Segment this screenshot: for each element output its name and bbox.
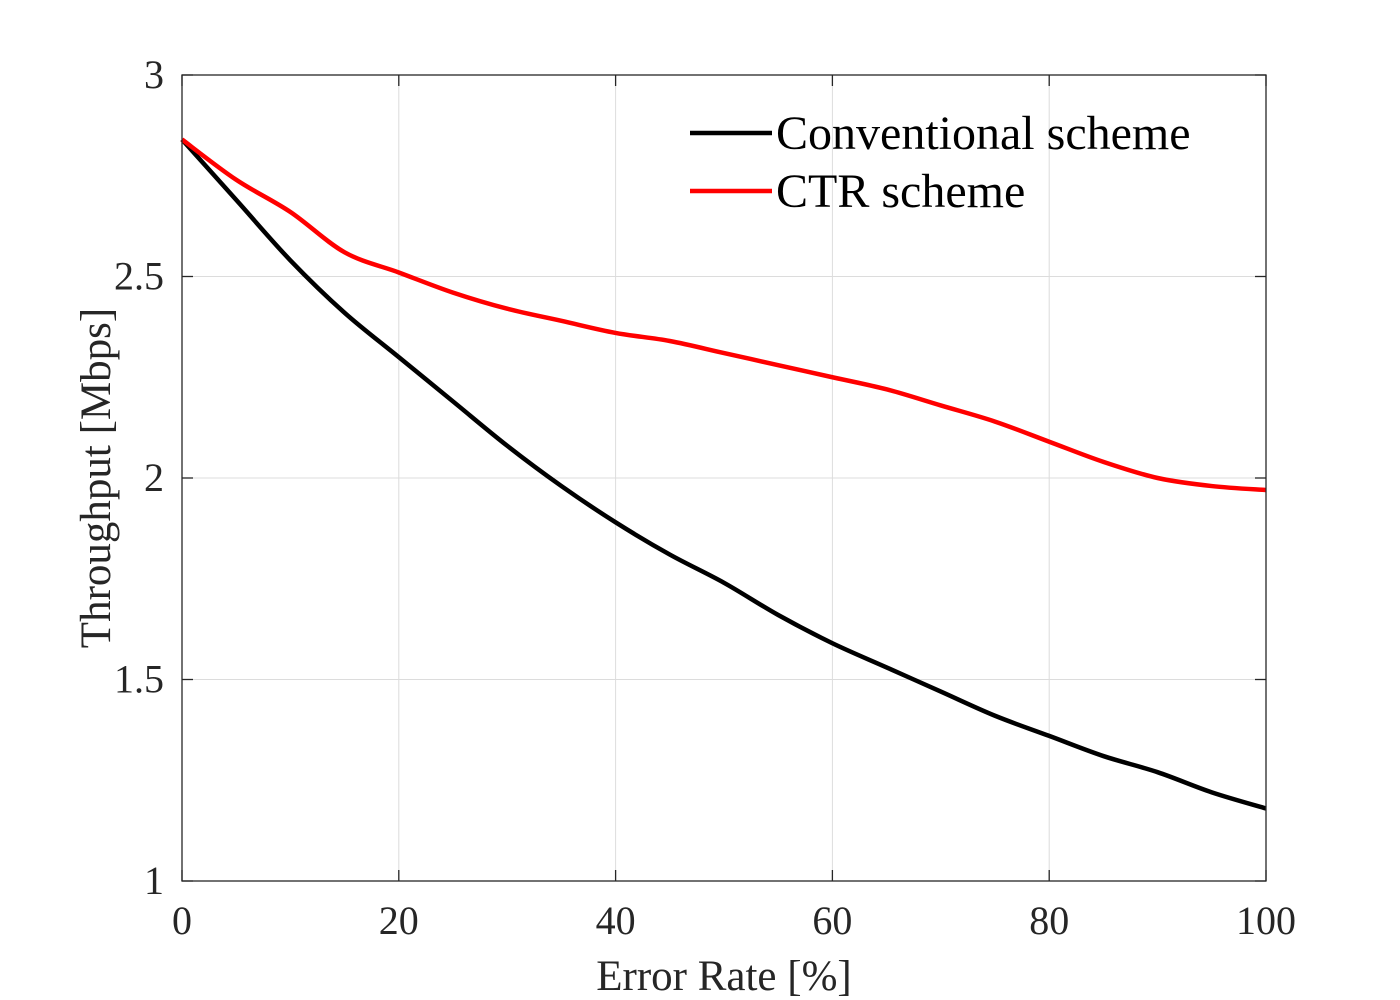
ctr-scheme-line bbox=[180, 137, 1267, 493]
series-layer bbox=[180, 137, 1267, 811]
x-tick-labels: 0 20 40 60 80 100 bbox=[172, 898, 1296, 943]
x-tick-label: 40 bbox=[596, 898, 636, 943]
y-tick-label: 2 bbox=[144, 455, 164, 500]
x-axis-label: Error Rate [%] bbox=[596, 953, 851, 1000]
y-tick-label: 2.5 bbox=[114, 254, 164, 299]
grid-lines bbox=[182, 75, 1266, 881]
y-tick-label: 1.5 bbox=[114, 657, 164, 702]
y-tick-labels: 1 1.5 2 2.5 3 bbox=[114, 52, 164, 903]
x-tick-label: 100 bbox=[1236, 898, 1296, 943]
x-tick-label: 20 bbox=[379, 898, 419, 943]
tick-marks bbox=[181, 74, 1267, 882]
y-tick-label: 1 bbox=[144, 858, 164, 903]
x-tick-label: 80 bbox=[1029, 898, 1069, 943]
x-tick-label: 0 bbox=[172, 898, 192, 943]
conventional-scheme-line bbox=[180, 137, 1267, 811]
y-axis-label: Throughput [Mbps] bbox=[73, 308, 120, 648]
y-tick-label: 3 bbox=[144, 52, 164, 97]
legend-label: CTR scheme bbox=[776, 165, 1025, 218]
x-tick-label: 60 bbox=[812, 898, 852, 943]
legend-label: Conventional scheme bbox=[776, 107, 1191, 160]
